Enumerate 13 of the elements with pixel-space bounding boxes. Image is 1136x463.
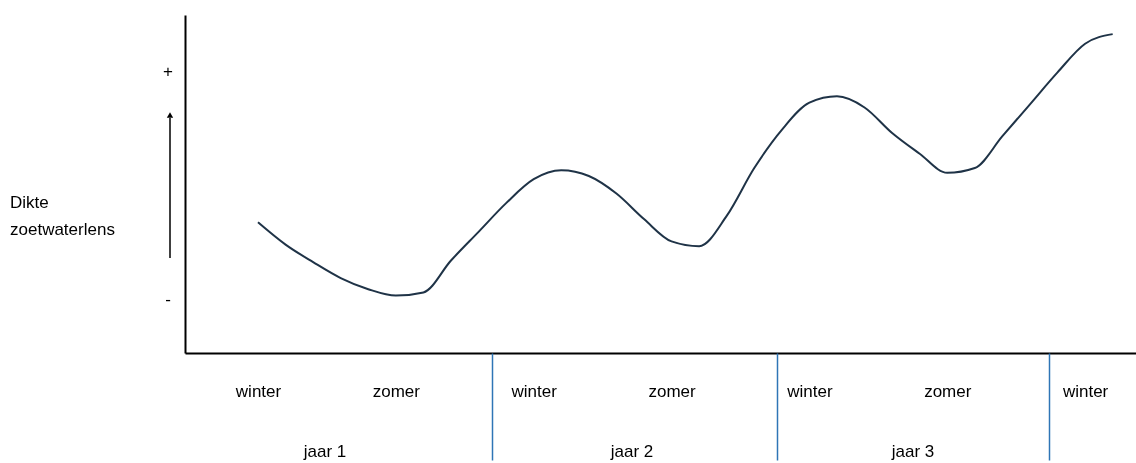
x-tick-label: winter bbox=[234, 381, 282, 401]
x-tick-label: winter bbox=[510, 381, 558, 401]
text: - bbox=[165, 290, 171, 309]
x-tick-label: winter bbox=[786, 381, 833, 401]
x-tick-label: zomer bbox=[372, 381, 421, 401]
x-tick-label: zomer bbox=[648, 381, 696, 401]
x-tick-label: zomer bbox=[924, 381, 972, 401]
text: Dikte zoetwaterlens bbox=[10, 193, 115, 239]
text: jaar 1 bbox=[302, 442, 347, 461]
text: jaar 3 bbox=[890, 442, 935, 461]
text: + bbox=[163, 62, 174, 81]
text: jaar 2 bbox=[609, 442, 654, 461]
x-tick-label: winter bbox=[1061, 381, 1109, 401]
